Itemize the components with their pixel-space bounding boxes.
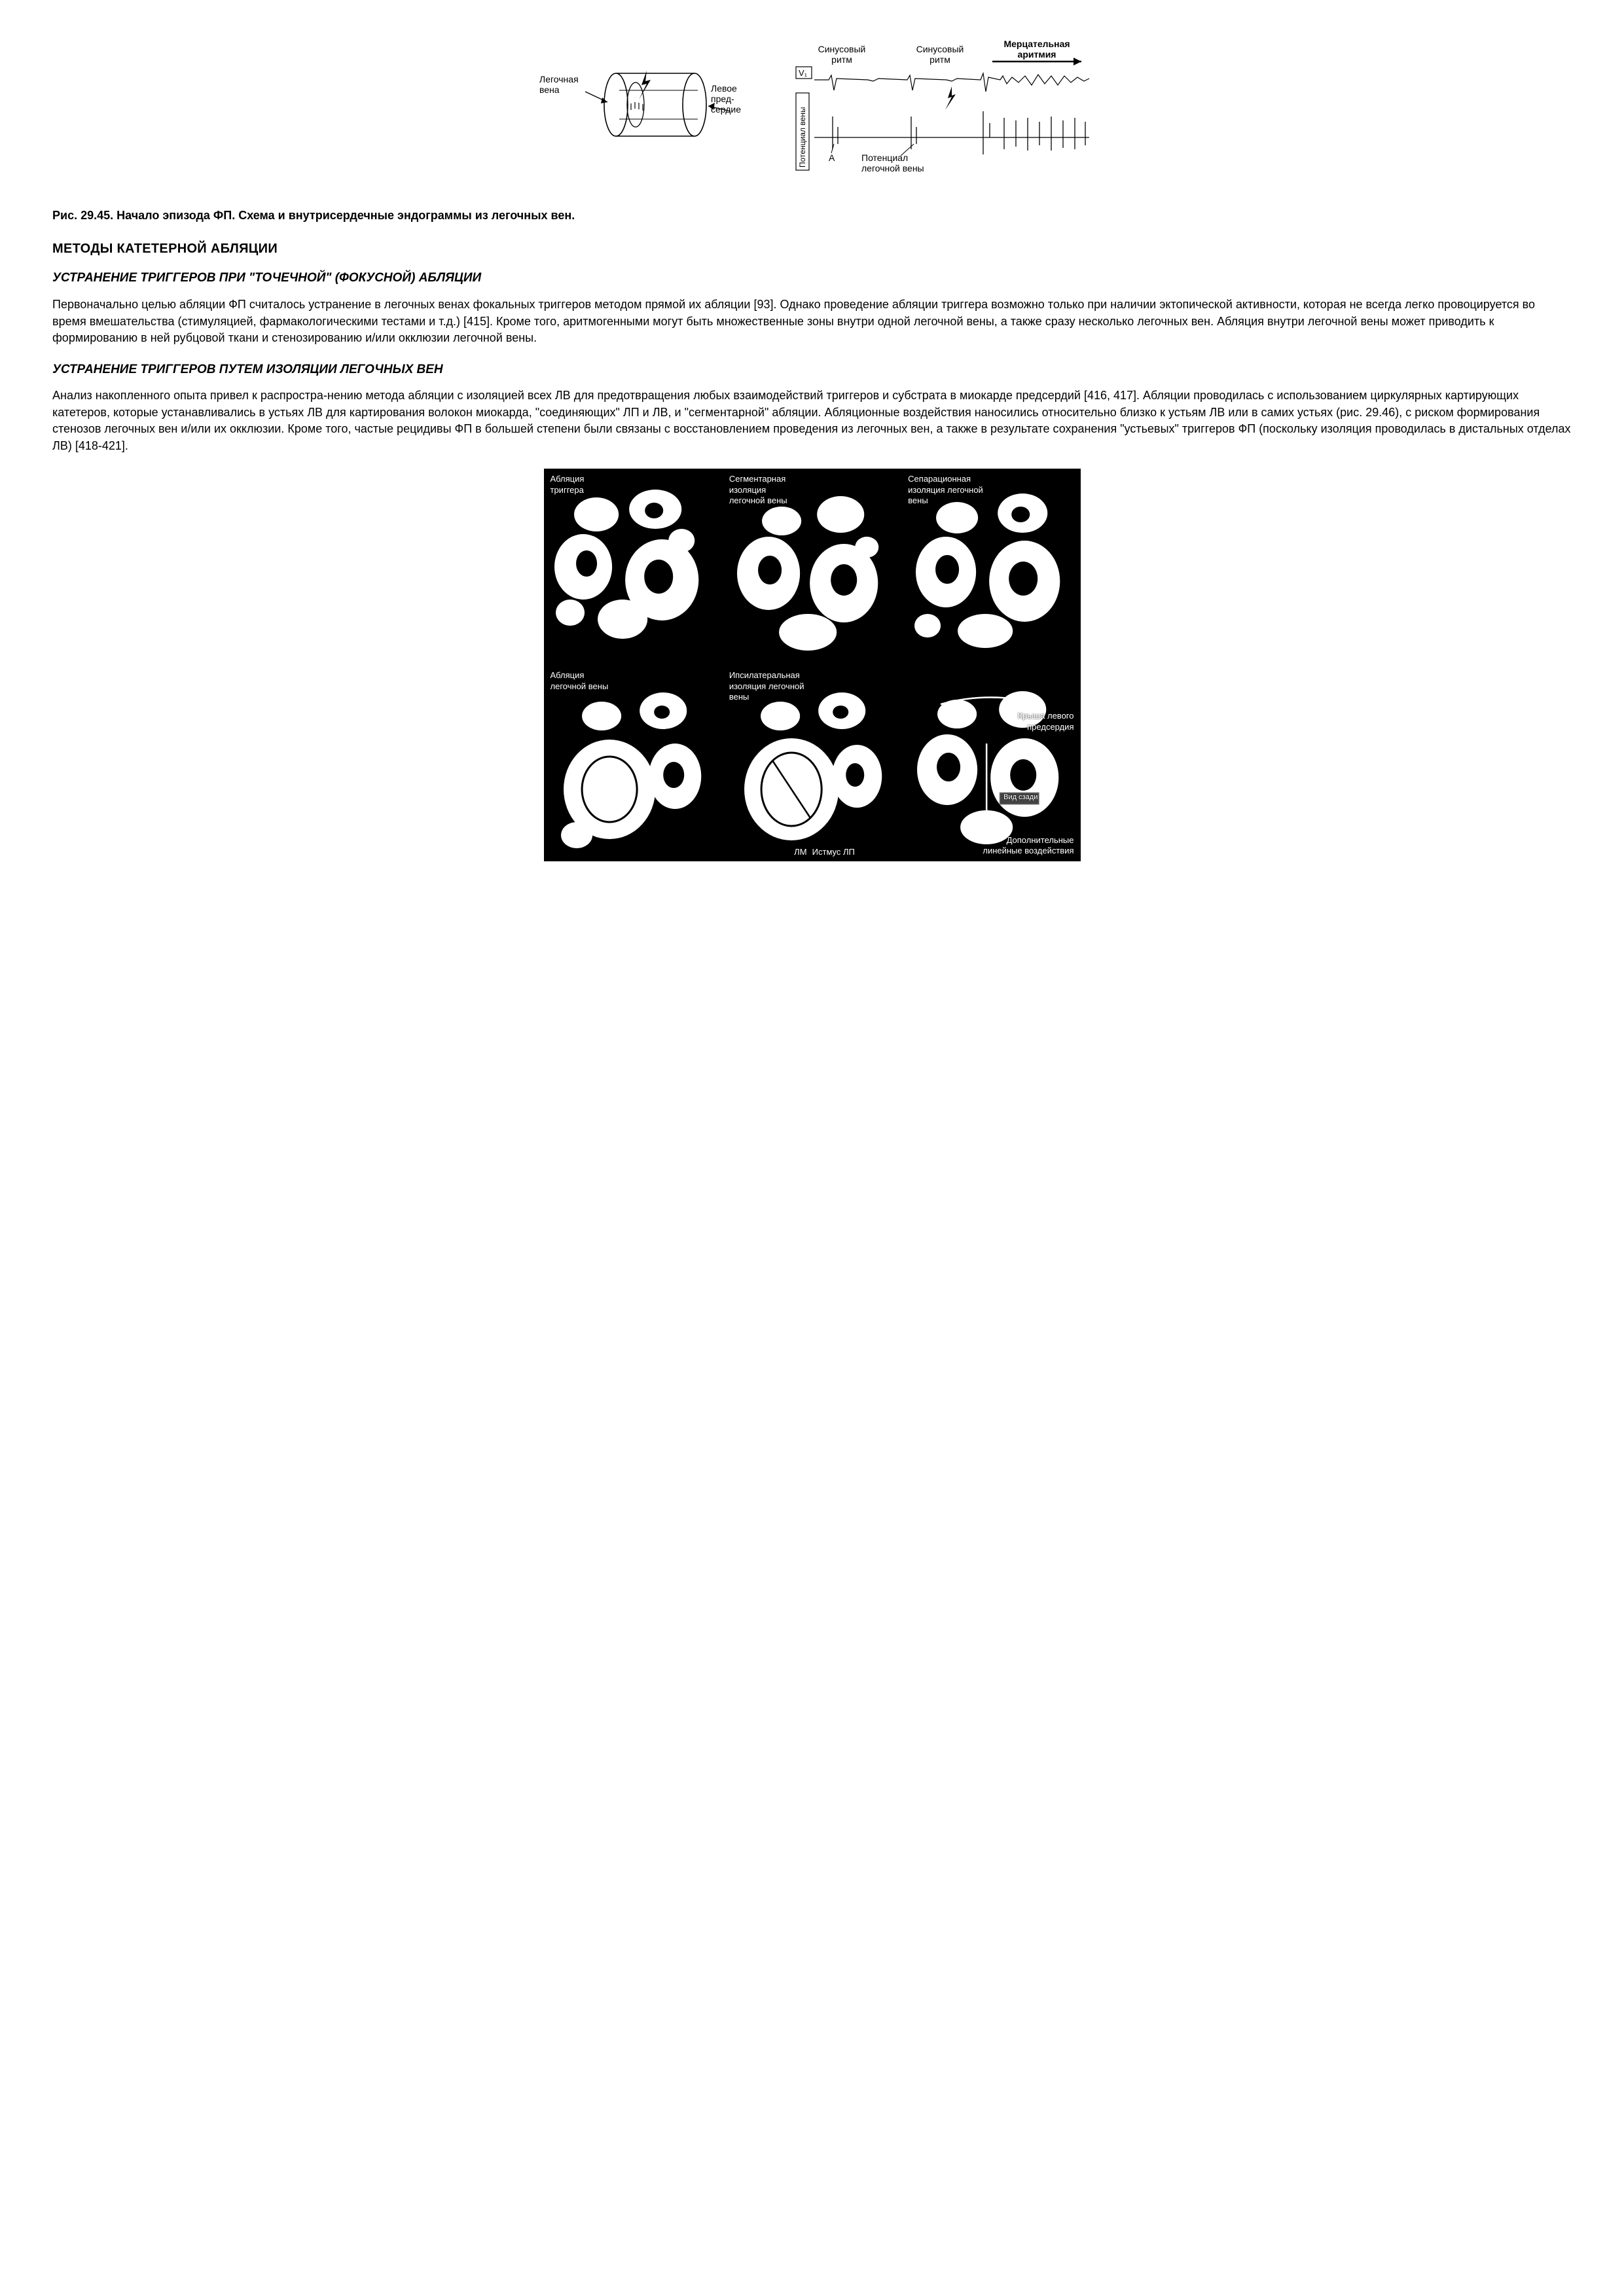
grid-label-3: Сепарационнаяизоляция легочнойвены (908, 474, 983, 506)
svg-text:ритм: ритм (831, 54, 852, 65)
svg-text:легочной вены: легочной вены (861, 163, 924, 173)
figure-29-45: Легочная вена Левое пред- сердие Синусов… (52, 39, 1572, 188)
svg-text:вена: вена (539, 84, 560, 95)
svg-text:ритм: ритм (929, 54, 950, 65)
grid-cell-3: Сепарационнаяизоляция легочнойвены (901, 469, 1080, 665)
grid-cell-6: Крыша левогопредсердия Вид сзади Дополни… (901, 665, 1080, 861)
subsection-heading-1: УСТРАНЕНИЕ ТРИГГЕРОВ ПРИ "ТОЧЕЧНОЙ" (ФОК… (52, 270, 1572, 287)
grid-cell-1: Абляциятриггера (544, 469, 723, 665)
v1-label: V₁ (799, 68, 808, 78)
pv-potential-label: Потенциал (861, 152, 908, 163)
grid-label-back: Вид сзади (1003, 793, 1038, 802)
a-marker-label: A (829, 152, 835, 163)
paragraph-1: Первоначально целью абляции ФП считалось… (52, 296, 1572, 347)
grid-label-2: Сегментарнаяизоляциялегочной вены (729, 474, 787, 506)
pulmonary-vein-label: Легочная (539, 74, 579, 84)
subsection-heading-2: УСТРАНЕНИЕ ТРИГГЕРОВ ПУТЕМ ИЗОЛЯЦИИ ЛЕГО… (52, 361, 1572, 379)
grid-cell-5: Ипсилатеральнаяизоляция легочнойвены Ист… (723, 665, 901, 861)
waveform-panel: Синусовый ритм Синусовый ритм Мерцательн… (776, 39, 1091, 188)
sinus-rhythm-label-1: Синусовый (818, 44, 865, 54)
grid-label-additional: Дополнительныелинейные воздействия (983, 835, 1074, 857)
svg-text:пред-: пред- (711, 94, 734, 104)
svg-text:аритмия: аритмия (1017, 49, 1056, 60)
grid-label-lm: ЛМ (794, 847, 806, 857)
sinus-rhythm-label-2: Синусовый (916, 44, 964, 54)
grid-label-1: Абляциятриггера (550, 474, 585, 495)
grid-label-4: Абляциялегочной вены (550, 670, 609, 692)
paragraph-2: Анализ накопленного опыта привел к распр… (52, 387, 1572, 454)
grid-label-roof: Крыша левогопредсердия (1018, 711, 1074, 732)
fibrillation-label: Мерцательная (1003, 39, 1070, 49)
grid-label-istmus: Истмус ЛП (812, 847, 855, 857)
svg-text:сердие: сердие (711, 104, 741, 115)
grid-cell-4: Абляциялегочной вены (544, 665, 723, 861)
section-heading-methods: МЕТОДЫ КАТЕТЕРНОЙ АБЛЯЦИИ (52, 240, 1572, 258)
left-atrium-label: Левое (711, 83, 737, 94)
grid-label-5: Ипсилатеральнаяизоляция легочнойвены (729, 670, 804, 702)
grid-cell-2: Сегментарнаяизоляциялегочной вены (723, 469, 901, 665)
figure-29-46-grid: Абляциятриггера Сегментарнаяизоляциял (544, 469, 1081, 861)
figure-caption: Рис. 29.45. Начало эпизода ФП. Схема и в… (52, 207, 1572, 224)
vein-potential-y-label: Потенциал вены (798, 107, 807, 168)
pulmonary-vein-diagram: Легочная вена Левое пред- сердие (534, 39, 757, 175)
